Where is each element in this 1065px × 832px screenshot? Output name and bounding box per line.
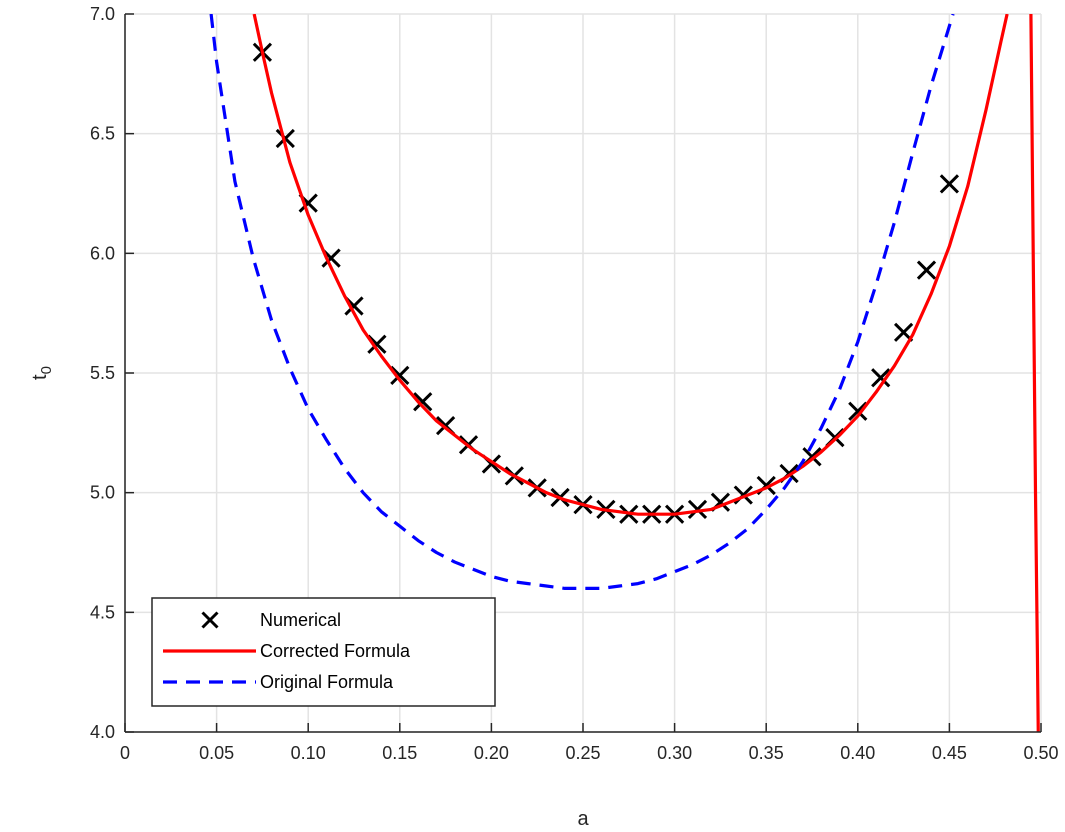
y-tick-label-4: 6.0 <box>90 243 115 263</box>
marker-numerical-29 <box>916 260 937 280</box>
y-tick-label-1: 4.5 <box>90 602 115 622</box>
marker-numerical-27 <box>871 368 891 388</box>
y-axis-label-main: t <box>29 374 51 380</box>
x-tick-label-0: 0 <box>120 743 130 763</box>
marker-numerical-28 <box>893 322 914 342</box>
x-tick-label-7: 0.35 <box>749 743 784 763</box>
series-line-corrected-formula <box>252 14 1009 516</box>
x-tick-label-4: 0.20 <box>474 743 509 763</box>
x-axis-label: a <box>577 808 589 830</box>
x-tick-label-8: 0.40 <box>840 743 875 763</box>
legend-swatch-numerical <box>201 611 219 629</box>
x-tick-label-10: 0.50 <box>1023 743 1058 763</box>
x-tick-label-3: 0.15 <box>382 743 417 763</box>
x-tick-label-6: 0.30 <box>657 743 692 763</box>
plot-area <box>209 14 1040 732</box>
legend-label-original-formula: Original Formula <box>260 672 394 692</box>
marker-numerical-6 <box>390 365 410 386</box>
series-line-segment-2 <box>1029 14 1040 732</box>
y-tick-label-3: 5.5 <box>90 363 115 383</box>
x-tick-label-5: 0.25 <box>565 743 600 763</box>
y-axis-label: t0 <box>29 366 55 380</box>
x-tick-label-1: 0.05 <box>199 743 234 763</box>
marker-numerical-5 <box>367 334 387 354</box>
y-tick-label-2: 5.0 <box>90 483 115 503</box>
legend: Numerical Corrected Formula Original Formu… <box>151 597 496 707</box>
tick-labels: 0 0.05 0.10 0.15 0.20 0.25 0.30 0.35 0.40 0.45 0.5… <box>90 4 1059 763</box>
y-axis-label-subscript: 0 <box>38 366 55 374</box>
marker-numerical-30 <box>939 174 960 194</box>
marker-numerical-19 <box>687 499 708 520</box>
y-tick-label-0: 4.0 <box>90 722 115 742</box>
y-tick-label-5: 6.5 <box>90 124 115 144</box>
series-numerical <box>252 42 960 524</box>
x-tick-label-9: 0.45 <box>932 743 967 763</box>
y-tick-label-6: 7.0 <box>90 4 115 24</box>
axes <box>124 13 1042 733</box>
legend-label-corrected-formula: Corrected Formula <box>260 641 411 661</box>
marker-numerical-1 <box>275 128 295 149</box>
legend-label-numerical: Numerical <box>260 610 341 630</box>
x-tick-label-2: 0.10 <box>291 743 326 763</box>
series-line-original-formula <box>209 14 955 591</box>
marker-numerical-7 <box>413 392 433 412</box>
marker-numerical-26 <box>848 401 868 421</box>
